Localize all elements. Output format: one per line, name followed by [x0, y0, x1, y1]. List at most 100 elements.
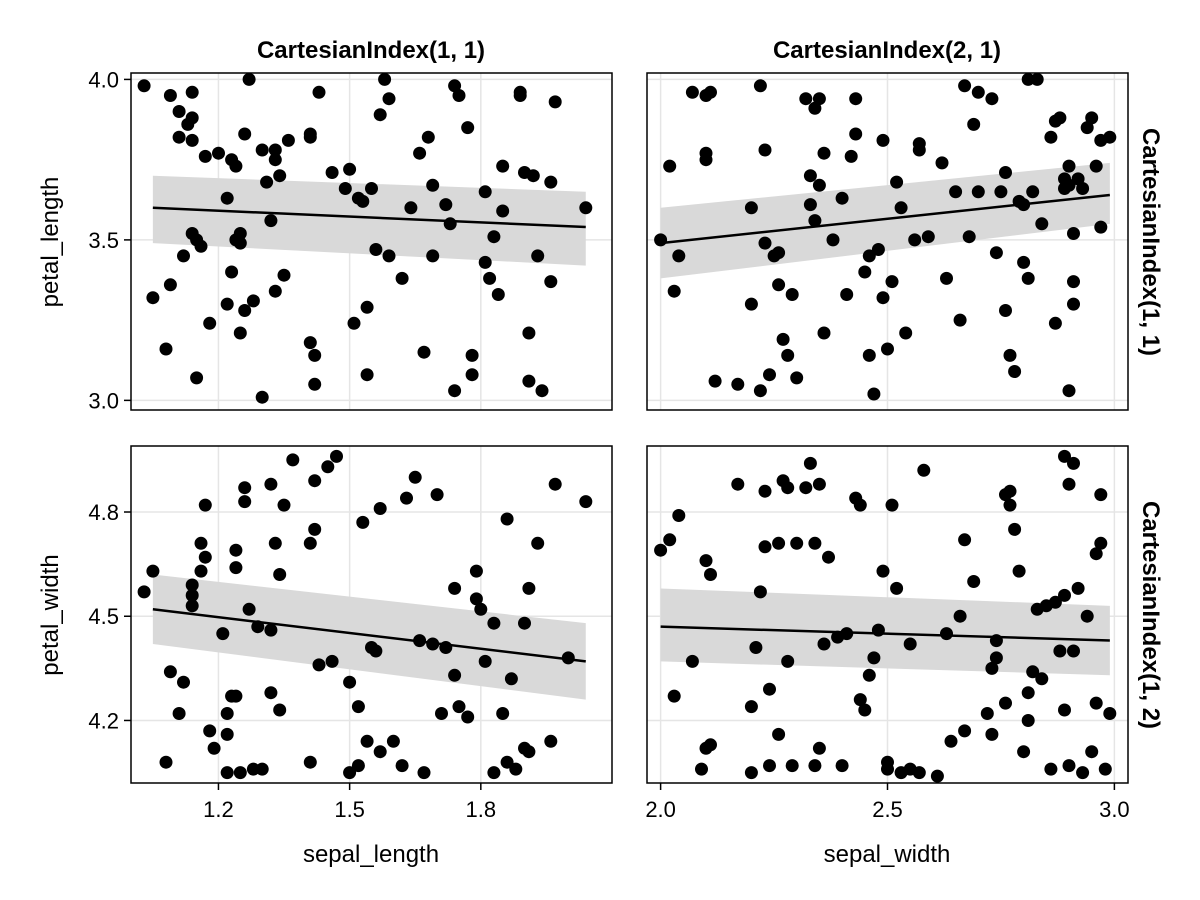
data-point-4 [172, 707, 186, 720]
data-point-47 [343, 766, 357, 780]
data-point-88 [1067, 644, 1080, 658]
data-point-58 [958, 724, 972, 738]
data-point-4 [685, 85, 699, 99]
data-point-9 [708, 374, 722, 388]
data-point-24 [785, 759, 799, 773]
data-point-57 [940, 271, 953, 285]
data-point-72 [1017, 745, 1031, 759]
data-point-12 [198, 498, 212, 512]
data-point-51 [360, 734, 374, 748]
data-point-28 [808, 536, 822, 550]
data-point-70 [1003, 348, 1017, 362]
data-point-70 [443, 217, 457, 231]
data-point-81 [1053, 644, 1067, 658]
data-point-49 [338, 182, 352, 195]
x-axis-label-left: sepal_length [303, 841, 439, 868]
data-point-75 [1021, 72, 1035, 86]
data-point-32 [817, 637, 831, 651]
data-point-95 [1094, 536, 1108, 550]
data-point-2 [159, 755, 173, 769]
data-point-94 [548, 95, 562, 109]
data-point-38 [849, 127, 863, 141]
data-point-21 [776, 332, 790, 346]
y-tick-label-0: 3.0 [88, 388, 119, 413]
data-point-41 [308, 474, 322, 488]
data-point-11 [744, 201, 758, 215]
data-point-57 [395, 759, 409, 773]
data-point-50 [356, 515, 370, 529]
data-point-57 [369, 243, 383, 256]
data-point-68 [999, 166, 1012, 179]
data-point-4 [685, 654, 699, 668]
data-point-98 [1103, 707, 1117, 720]
data-point-23 [785, 288, 799, 301]
data-point-76 [465, 368, 479, 382]
data-point-13 [753, 384, 767, 398]
data-point-7 [699, 153, 713, 167]
data-point-75 [1026, 665, 1040, 679]
data-point-14 [753, 79, 767, 93]
data-point-26 [803, 198, 817, 212]
data-point-1 [146, 291, 160, 305]
data-point-33 [268, 536, 282, 550]
data-point-8 [704, 85, 717, 99]
data-point-49 [351, 700, 365, 714]
data-point-96 [1089, 159, 1103, 173]
data-point-80 [1048, 595, 1062, 609]
data-point-53 [369, 644, 383, 658]
data-point-12 [744, 700, 758, 714]
data-point-13 [203, 724, 217, 738]
data-point-67 [426, 249, 440, 263]
data-point-11 [744, 766, 758, 780]
data-point-36 [268, 153, 282, 167]
data-point-29 [255, 762, 269, 776]
data-point-19 [220, 191, 234, 205]
data-point-55 [940, 627, 953, 641]
data-point-67 [448, 668, 462, 682]
data-point-14 [753, 585, 767, 599]
data-point-16 [758, 540, 772, 554]
data-point-17 [203, 316, 217, 330]
data-point-78 [478, 255, 492, 269]
data-point-82 [496, 204, 510, 218]
data-point-51 [899, 326, 913, 340]
data-point-68 [452, 700, 466, 714]
data-point-11 [185, 133, 199, 147]
data-point-64 [435, 707, 448, 720]
data-point-87 [522, 326, 536, 340]
data-point-16 [758, 143, 772, 157]
data-point-20 [220, 297, 234, 311]
data-point-41 [281, 133, 295, 147]
data-point-68 [1003, 498, 1017, 512]
data-point-73 [452, 89, 466, 102]
data-point-48 [351, 759, 365, 773]
data-point-71 [448, 384, 462, 398]
data-point-52 [912, 766, 926, 780]
data-point-30 [264, 477, 278, 491]
data-point-64 [971, 185, 985, 199]
data-point-71 [469, 592, 483, 606]
data-point-26 [233, 227, 247, 240]
data-point-51 [903, 637, 917, 651]
data-point-4 [163, 278, 177, 292]
data-point-76 [496, 707, 510, 720]
data-point-86 [544, 734, 558, 748]
data-point-72 [474, 602, 488, 616]
data-point-59 [958, 533, 972, 547]
data-point-35 [273, 703, 287, 717]
data-point-10 [731, 477, 745, 491]
row-title-bottom: CartesianIndex(1, 2) [1137, 501, 1164, 729]
data-point-17 [763, 368, 776, 382]
data-point-25 [233, 326, 247, 340]
data-point-42 [862, 249, 876, 263]
data-point-72 [448, 79, 462, 93]
data-point-87 [548, 477, 562, 491]
data-point-22 [781, 481, 795, 495]
data-point-34 [826, 233, 840, 247]
data-point-30 [812, 92, 826, 106]
data-point-23 [781, 654, 795, 668]
data-point-27 [803, 456, 817, 470]
data-point-83 [496, 159, 510, 173]
data-point-25 [238, 495, 252, 509]
y-tick-label-1: 4.5 [88, 604, 119, 629]
